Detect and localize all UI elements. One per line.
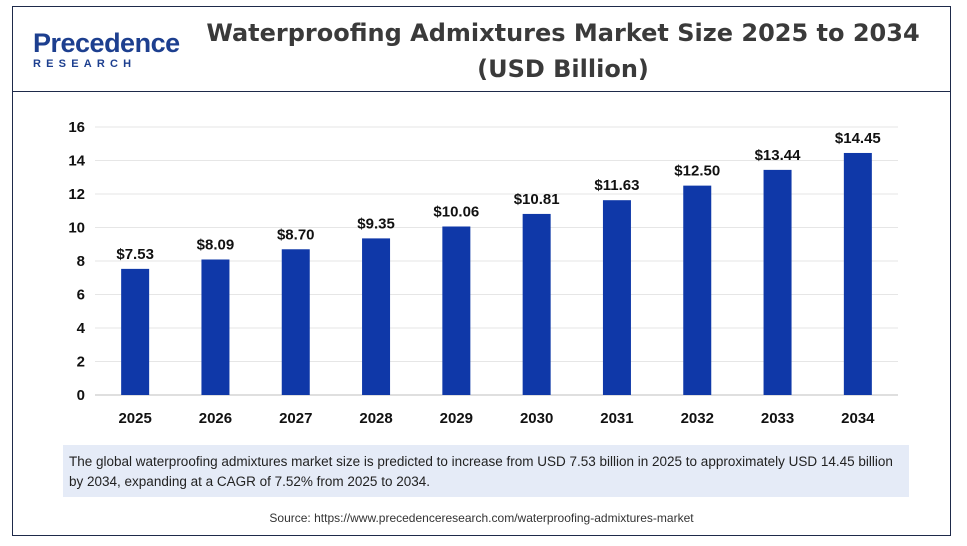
logo-main-text: Precedence (33, 28, 180, 58)
bar-2031 (602, 200, 631, 395)
y-tick-label: 12 (68, 186, 85, 203)
bar-2033 (763, 169, 792, 395)
y-tick-label: 0 (77, 387, 85, 404)
bar-chart: 0 2 4 6 8 10 12 14 16 $7.53 $8.09 $8.70 $9.35 $10.06… (68, 119, 898, 427)
data-label-2027: $8.70 (277, 226, 315, 243)
y-tick-label: 2 (77, 354, 85, 371)
x-tick-label-2025: 2025 (118, 410, 151, 427)
data-label-2034: $14.45 (835, 130, 881, 147)
bar-2030 (522, 213, 551, 395)
x-tick-label-2032: 2032 (681, 410, 714, 427)
y-tick-label: 14 (68, 153, 85, 170)
x-tick-label-2033: 2033 (761, 410, 794, 427)
bar-2032 (683, 185, 712, 395)
bar-2029 (442, 226, 471, 395)
data-label-2033: $13.44 (755, 147, 802, 164)
logo-sub-text: RESEARCH (33, 58, 137, 70)
chart-title: Waterproofing Admixtures Market Size 202… (206, 19, 920, 83)
x-tick-label-2028: 2028 (359, 410, 392, 427)
y-tick-label: 4 (77, 320, 86, 337)
y-tick-label: 6 (77, 287, 85, 304)
y-axis-ticks: 0 2 4 6 8 10 12 14 16 (68, 119, 85, 404)
data-label-2028: $9.35 (357, 215, 395, 232)
data-label-2030: $10.81 (514, 191, 560, 208)
x-tick-label-2029: 2029 (440, 410, 473, 427)
bar-2027 (281, 249, 310, 395)
header: Precedence RESEARCH Waterproofing Admixt… (13, 7, 950, 92)
bars (121, 152, 872, 395)
y-tick-label: 10 (68, 220, 85, 237)
x-tick-label-2034: 2034 (841, 410, 875, 427)
summary-text: The global waterproofing admixtures mark… (63, 445, 909, 497)
data-label-2029: $10.06 (433, 203, 479, 220)
bar-2028 (362, 238, 391, 395)
bar-2026 (201, 259, 230, 395)
data-label-2026: $8.09 (197, 236, 235, 253)
bar-2034 (843, 152, 872, 395)
source-text: Source: https://www.precedenceresearch.c… (269, 511, 694, 525)
bar-2025 (121, 268, 150, 395)
data-label-2031: $11.63 (594, 177, 639, 194)
y-tick-label: 16 (68, 119, 85, 136)
x-tick-label-2030: 2030 (520, 410, 553, 427)
data-label-2025: $7.53 (116, 246, 154, 263)
x-tick-label-2031: 2031 (600, 410, 633, 427)
x-tick-label-2027: 2027 (279, 410, 312, 427)
x-axis-ticks: 2025 2026 2027 2028 2029 2030 2031 2032 2033 2034 (118, 410, 875, 427)
precedence-research-logo: Precedence RESEARCH (33, 29, 180, 70)
chart-frame: Precedence RESEARCH Waterproofing Admixt… (12, 6, 951, 536)
data-labels: $7.53 $8.09 $8.70 $9.35 $10.06 $10.81 $11.63 $1… (116, 130, 880, 263)
x-tick-label-2026: 2026 (199, 410, 232, 427)
data-label-2032: $12.50 (674, 163, 720, 180)
y-tick-label: 8 (77, 253, 85, 270)
